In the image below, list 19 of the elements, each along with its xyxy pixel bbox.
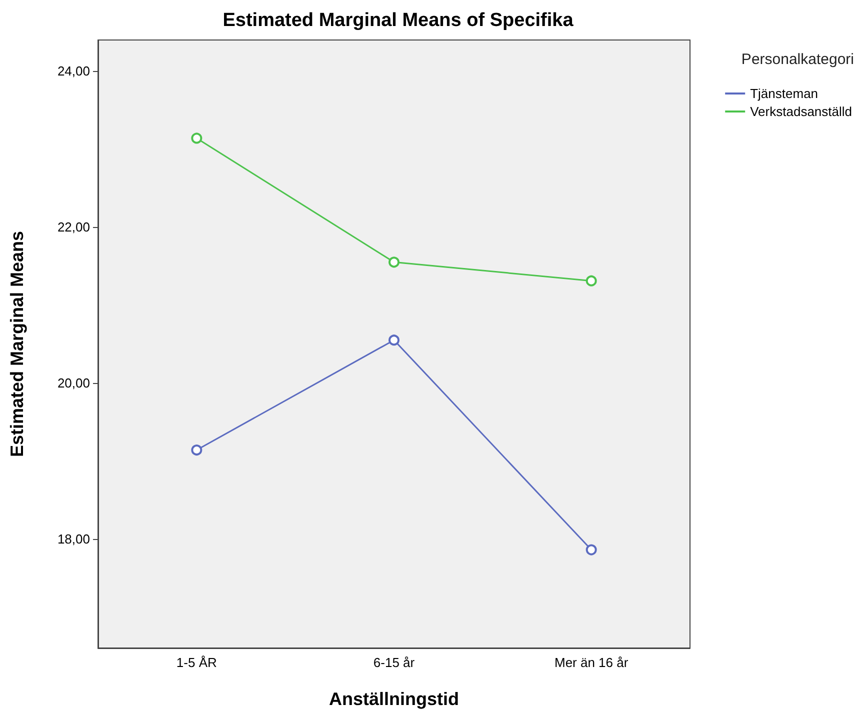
point: [191, 444, 202, 456]
y-tick-label: 24,00: [57, 64, 90, 79]
y-tick-label: 22,00: [57, 220, 90, 235]
x-tick-label: 1-5 ÅR: [176, 655, 217, 670]
x-axis-title: Anställningstid: [329, 689, 459, 709]
y-axis-title: Estimated Marginal Means: [7, 230, 27, 458]
point: [191, 132, 202, 144]
x-tick-label: 6-15 år: [373, 655, 416, 670]
legend-label: Tjänsteman: [750, 86, 818, 101]
chart-title: Estimated Marginal Means of Specifika: [222, 10, 574, 31]
point: [586, 275, 597, 286]
point: [388, 256, 400, 268]
y-tick-label: 20,00: [57, 375, 90, 390]
x-tick-label: Mer än 16 år: [554, 655, 629, 670]
legend-title: Personalkategori: [741, 51, 854, 68]
point: [388, 334, 400, 346]
y-tick-label: 18,00: [57, 531, 90, 546]
legend-label: Verkstadsanställd: [750, 104, 852, 119]
point: [586, 544, 597, 556]
